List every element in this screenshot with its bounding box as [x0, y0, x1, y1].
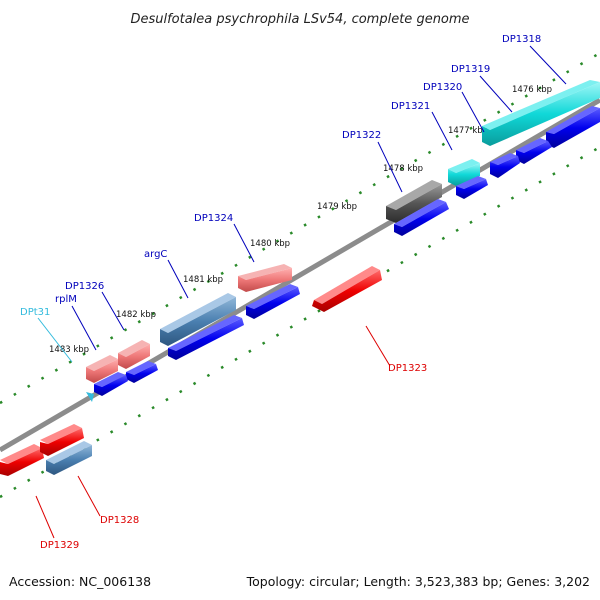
tick-label: 1481 kbp: [183, 275, 223, 285]
gene-label-argc[interactable]: argC: [144, 249, 167, 260]
gene-label-dp1326[interactable]: DP1326: [65, 281, 104, 292]
gene-feature-dp1328[interactable]: [46, 441, 92, 475]
tick-label: 1476 kbp: [512, 85, 552, 95]
gene-feature-red-adjacent[interactable]: [40, 424, 84, 456]
gene-feature-dp1329[interactable]: [0, 444, 44, 476]
trna-marker-dpt31[interactable]: [86, 392, 94, 402]
orf-arrow: [490, 153, 520, 178]
gene-label-dp1328[interactable]: DP1328: [100, 515, 139, 526]
gene-feature-dp1323[interactable]: [312, 266, 382, 312]
gene-feature-argc[interactable]: [160, 293, 236, 346]
gene-feature-dp1320[interactable]: [448, 159, 480, 186]
gene-label-dp1318[interactable]: DP1318: [502, 34, 541, 45]
orf-arrow: [456, 176, 488, 199]
gene-label-rplm[interactable]: rplM: [55, 294, 77, 305]
gene-label-dp1323[interactable]: DP1323: [388, 363, 427, 374]
orf-arrow: [394, 199, 449, 236]
orf-arrow: [94, 372, 128, 396]
accession-text: Accession: NC_006138: [9, 574, 151, 589]
gene-label-dp1329[interactable]: DP1329: [40, 540, 79, 551]
orf-arrow: [546, 106, 600, 148]
gene-label-dp1319[interactable]: DP1319: [451, 64, 490, 75]
orf-arrow: [126, 361, 158, 383]
gene-label-dp1321[interactable]: DP1321: [391, 101, 430, 112]
tick-label: 1477 kbp: [448, 126, 488, 136]
tick-label: 1483 kbp: [49, 345, 89, 355]
gene-label-dp1320[interactable]: DP1320: [423, 82, 462, 93]
orf-arrow: [516, 138, 552, 164]
tick-track-upper: [0, 51, 600, 405]
tick-label: 1480 kbp: [250, 239, 290, 249]
tick-label: 1479 kbp: [317, 202, 357, 212]
orf-arrow: [246, 284, 300, 319]
gene-feature-dp1324[interactable]: [238, 264, 292, 292]
tick-label: 1482 kbp: [116, 310, 156, 320]
gene-feature-rplm[interactable]: [86, 355, 118, 383]
tick-label: 1478 kbp: [383, 164, 423, 174]
leader-lines: [35, 45, 567, 539]
gene-feature-dp1318[interactable]: [482, 80, 600, 146]
map-title: Desulfotalea psychrophila LSv54, complet…: [130, 12, 469, 27]
genome-summary-text: Topology: circular; Length: 3,523,383 bp…: [246, 574, 590, 589]
gene-label-dp1322[interactable]: DP1322: [342, 130, 381, 141]
gene-feature-dp1322[interactable]: [386, 180, 442, 223]
orf-arrow: [168, 315, 244, 360]
gene-label-dp1324[interactable]: DP1324: [194, 213, 233, 224]
gene-feature-dp1326[interactable]: [118, 340, 150, 369]
gene-label-dpt31[interactable]: DPt31: [20, 307, 50, 318]
